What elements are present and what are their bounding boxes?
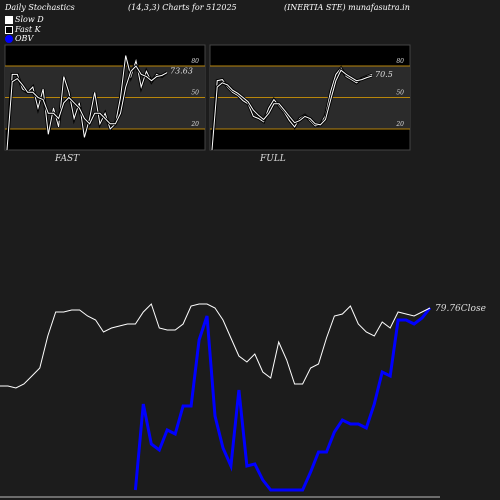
full-panel-label: FULL xyxy=(259,154,286,164)
legend-item-fast-k: Fast K xyxy=(5,25,41,34)
price-last-value-label: 79.76Close xyxy=(435,304,486,314)
header-title-center: (14,3,3) Charts for 512025 xyxy=(128,3,237,12)
legend-swatch-obv xyxy=(5,34,13,43)
legend-swatch-slow-d xyxy=(5,15,13,24)
fast-series-slow-d xyxy=(6,65,168,151)
price-series-close xyxy=(0,303,431,389)
legend-swatch-fast-k xyxy=(5,25,13,34)
fast-panel-label: FAST xyxy=(54,154,80,164)
price-series-obv xyxy=(133,307,432,492)
full-ytick-20: 20 xyxy=(395,121,404,128)
fast-ytick-50: 50 xyxy=(191,90,199,97)
full-last-value-label: 70.5 xyxy=(375,70,393,79)
header-title-left: Daily Stochastics xyxy=(5,3,75,12)
full-series-slow-d xyxy=(211,69,373,151)
fast-last-value-label: 73.63 xyxy=(170,67,193,76)
legend-label-fast-k: Fast K xyxy=(15,25,41,34)
full-ytick-80: 80 xyxy=(396,58,404,65)
fast-ytick-80: 80 xyxy=(191,58,199,65)
fast-ytick-20: 20 xyxy=(190,121,199,128)
legend-label-slow-d: Slow D xyxy=(15,15,44,24)
legend-item-slow-d: Slow D xyxy=(5,15,44,24)
legend-label-obv: OBV xyxy=(15,34,34,43)
header-title-right: (INERTIA STE) munafasutra.in xyxy=(284,3,410,12)
legend-item-obv: OBV xyxy=(5,34,33,43)
fast-series-fast-k xyxy=(6,55,168,151)
full-ytick-50: 50 xyxy=(396,90,404,97)
